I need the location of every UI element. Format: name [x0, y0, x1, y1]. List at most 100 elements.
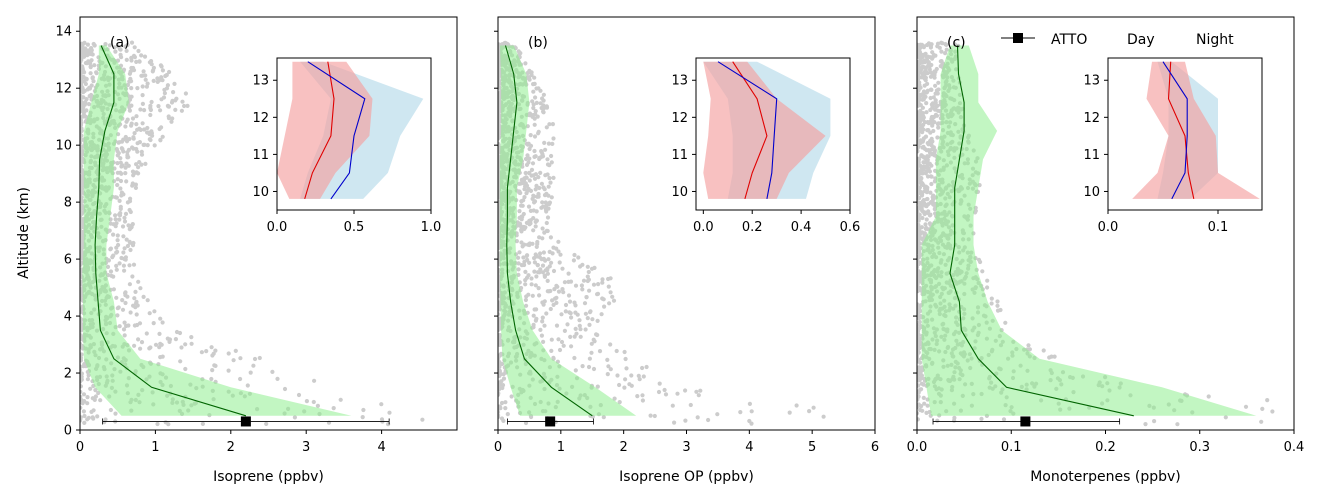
scatter-point [662, 387, 667, 393]
scatter-point [143, 161, 148, 166]
scatter-point [120, 224, 126, 229]
scatter-point [135, 149, 140, 154]
scatter-point [81, 90, 86, 95]
x-tick-label: 0.2 [1095, 440, 1116, 455]
scatter-point [87, 85, 92, 90]
scatter-point [209, 376, 214, 382]
scatter-point [545, 278, 550, 283]
scatter-point [922, 120, 928, 125]
scatter-point [920, 230, 925, 235]
scatter-point [80, 188, 83, 193]
scatter-point [138, 346, 143, 351]
scatter-point [113, 195, 118, 200]
scatter-point [173, 337, 178, 342]
scatter-point [115, 153, 120, 158]
inset-x-tick-label: 0.1 [1208, 220, 1229, 235]
scatter-point [160, 134, 165, 139]
scatter-point [535, 270, 541, 275]
scatter-point [96, 390, 101, 396]
scatter-point [924, 101, 929, 106]
scatter-point [579, 283, 585, 288]
scatter-point [80, 375, 83, 380]
scatter-point [159, 75, 164, 80]
scatter-point [550, 141, 555, 146]
scatter-point [595, 292, 600, 297]
scatter-point [520, 203, 525, 208]
scatter-point [143, 73, 148, 78]
scatter-point [140, 101, 145, 106]
scatter-point [1143, 422, 1148, 427]
scatter-point [122, 246, 127, 251]
scatter-point [251, 363, 256, 368]
scatter-point [123, 300, 128, 306]
scatter-point [555, 284, 560, 289]
scatter-point [117, 261, 122, 266]
scatter-point [118, 156, 123, 161]
scatter-point [523, 61, 528, 66]
scatter-point [921, 136, 927, 141]
inset-frame [1107, 57, 1263, 211]
scatter-point [919, 387, 924, 392]
scatter-point [577, 318, 582, 323]
scatter-point [135, 127, 140, 132]
scatter-point [917, 114, 922, 119]
scatter-point [542, 193, 548, 198]
scatter-point [135, 86, 140, 91]
scatter-point [118, 47, 123, 52]
scatter-point [534, 218, 540, 223]
scatter-point [114, 245, 119, 250]
scatter-point [926, 202, 931, 207]
scatter-point [606, 284, 611, 289]
scatter-point [546, 141, 552, 146]
scatter-point [158, 137, 163, 142]
scatter-point [935, 103, 940, 108]
scatter-point [498, 143, 501, 148]
scatter-point [738, 410, 743, 415]
scatter-point [917, 206, 921, 211]
scatter-point [939, 49, 944, 54]
scatter-point [516, 255, 521, 260]
scatter-point [1223, 415, 1228, 420]
scatter-point [127, 207, 132, 213]
x-tick-label: 2 [227, 440, 235, 455]
scatter-point [530, 114, 535, 119]
scatter-point [233, 348, 238, 353]
scatter-point [155, 76, 160, 81]
scatter-point [925, 71, 930, 76]
scatter-point [611, 298, 617, 303]
scatter-point [995, 299, 1000, 304]
scatter-point [652, 413, 657, 419]
median-line [949, 45, 1134, 417]
scatter-point [917, 269, 921, 274]
scatter-point [518, 181, 523, 186]
scatter-point [923, 94, 928, 99]
scatter-point [123, 165, 128, 170]
scatter-point [601, 297, 606, 302]
scatter-point [142, 127, 147, 132]
scatter-point [93, 394, 98, 399]
inset: 0.0 0.2 0.4 0.6 10 11 12 13 [671, 57, 860, 235]
scatter-point [166, 104, 171, 109]
scatter-point [600, 277, 605, 282]
scatter-point [580, 364, 585, 369]
scatter-point [209, 345, 214, 350]
scatter-point [80, 379, 83, 384]
scatter-point [238, 376, 243, 382]
scatter-point [917, 83, 922, 88]
scatter-point [498, 380, 502, 385]
scatter-point [607, 301, 612, 306]
scatter-point [569, 344, 574, 349]
scatter-point [526, 141, 531, 146]
scatter-point [516, 267, 521, 272]
scatter-point [539, 333, 545, 338]
scatter-point [155, 79, 160, 84]
scatter-point [920, 237, 925, 242]
scatter-point [108, 221, 113, 226]
scatter-point [115, 233, 120, 238]
scatter-point [695, 415, 700, 420]
inset-y-tick-label: 13 [671, 74, 688, 89]
scatter-point [134, 122, 139, 127]
scatter-point [518, 51, 523, 56]
scatter-point [578, 264, 583, 269]
